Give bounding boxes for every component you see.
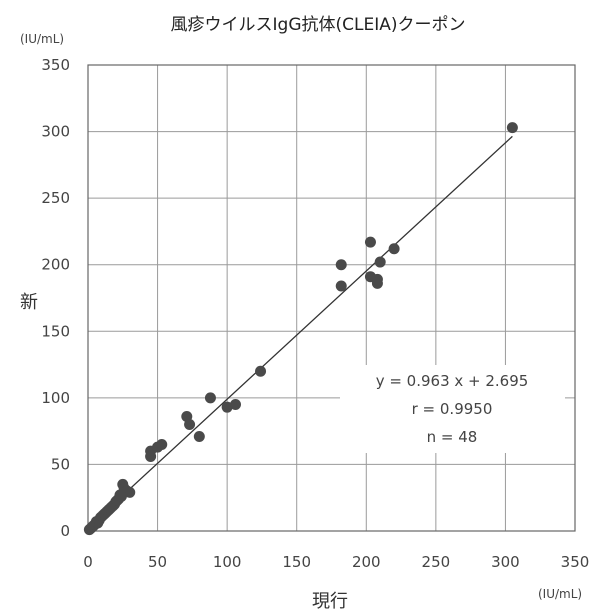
data-point: [335, 280, 347, 292]
correlation-coefficient: r = 0.9950: [412, 400, 493, 418]
data-point: [229, 399, 241, 411]
x-tick-label: 350: [561, 553, 590, 571]
data-point: [221, 401, 233, 413]
data-point: [371, 277, 383, 289]
y-tick-label: 250: [41, 189, 70, 207]
data-point: [506, 122, 518, 134]
y-tick-label: 100: [41, 389, 70, 407]
x-axis-unit: (IU/mL): [538, 587, 582, 601]
data-point: [193, 430, 205, 442]
data-point: [204, 392, 216, 404]
x-tick-label: 0: [83, 553, 93, 571]
sample-count: n = 48: [427, 428, 478, 446]
x-tick-label: 150: [282, 553, 311, 571]
plot-frame: [87, 64, 576, 532]
y-tick-label: 350: [41, 56, 70, 74]
data-point: [335, 259, 347, 271]
data-point: [145, 450, 157, 462]
data-point: [156, 438, 168, 450]
y-tick-label: 50: [51, 455, 70, 473]
x-tick-label: 300: [491, 553, 520, 571]
y-tick-label: 0: [60, 522, 70, 540]
data-points: [83, 122, 518, 536]
data-point: [115, 490, 127, 502]
x-tick-label: 50: [148, 553, 167, 571]
x-tick-label: 100: [213, 553, 242, 571]
data-point: [255, 365, 267, 377]
chart-title: 風疹ウイルスIgG抗体(CLEIA)クーポン: [171, 15, 466, 35]
data-point: [184, 418, 196, 430]
data-point: [388, 243, 400, 255]
tick-labels: 0 50 100 150 200 250 300 350 0 50 100 150 200 250 300 3…: [41, 56, 589, 571]
y-tick-label: 200: [41, 256, 70, 274]
stats-box: y = 0.963 x + 2.695 r = 0.9950 n = 48: [340, 365, 565, 453]
stats-background: [340, 365, 565, 453]
regression-line: [87, 135, 513, 528]
x-tick-label: 250: [422, 553, 451, 571]
gridlines: [87, 64, 576, 532]
x-tick-label: 200: [352, 553, 381, 571]
y-tick-label: 150: [41, 322, 70, 340]
y-tick-label: 300: [41, 123, 70, 141]
data-point: [374, 256, 386, 268]
y-axis-unit: (IU/mL): [20, 32, 64, 46]
data-point: [364, 236, 376, 248]
data-point: [124, 486, 136, 498]
regression-equation: y = 0.963 x + 2.695: [376, 372, 529, 390]
x-axis-title: 現行: [312, 591, 348, 612]
y-axis-title: 新: [20, 292, 38, 313]
